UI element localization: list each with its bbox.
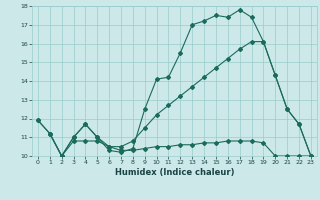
X-axis label: Humidex (Indice chaleur): Humidex (Indice chaleur) [115, 168, 234, 177]
